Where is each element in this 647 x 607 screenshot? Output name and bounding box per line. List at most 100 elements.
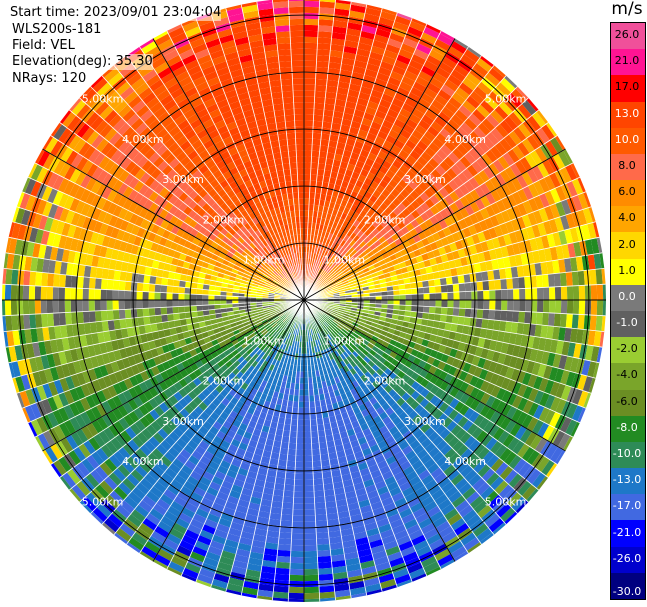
velocity-gate [4, 284, 12, 300]
velocity-gate [371, 345, 380, 353]
velocity-gate [471, 160, 484, 174]
velocity-gate [437, 111, 451, 124]
velocity-gate [192, 322, 200, 330]
velocity-gate [392, 309, 400, 315]
velocity-gate [431, 264, 439, 273]
velocity-gate [320, 405, 328, 413]
velocity-gate [412, 414, 423, 425]
velocity-gate [475, 389, 486, 402]
velocity-gate [172, 458, 185, 470]
velocity-gate [549, 172, 561, 189]
velocity-gate [232, 288, 239, 294]
velocity-gate [337, 261, 344, 268]
velocity-gate [52, 286, 59, 300]
velocity-gate [571, 178, 584, 195]
velocity-gate [426, 250, 435, 260]
velocity-gate [315, 508, 327, 516]
velocity-gate [495, 186, 507, 200]
velocity-gate [276, 287, 283, 292]
velocity-gate [220, 512, 234, 522]
velocity-gate [355, 431, 365, 440]
velocity-gate [155, 443, 168, 456]
velocity-gate [438, 321, 446, 330]
velocity-gate [78, 227, 88, 242]
velocity-gate [336, 324, 343, 331]
velocity-gate [317, 424, 325, 431]
velocity-gate [602, 300, 606, 316]
velocity-gate [187, 269, 195, 277]
velocity-gate [404, 259, 413, 267]
velocity-gate [304, 108, 314, 115]
velocity-gate [441, 56, 458, 70]
velocity-gate [338, 309, 345, 313]
velocity-gate [299, 383, 304, 390]
velocity-gate [66, 262, 74, 276]
velocity-gate [538, 177, 550, 193]
velocity-gate [120, 261, 129, 272]
velocity-gate [423, 306, 430, 314]
velocity-gate [313, 334, 317, 341]
velocity-gate [459, 195, 470, 208]
velocity-gate [276, 422, 285, 430]
velocity-gate [114, 217, 124, 230]
velocity-gate [232, 303, 239, 308]
velocity-gate [163, 262, 172, 272]
velocity-gate [370, 544, 386, 555]
velocity-gate [359, 504, 373, 514]
velocity-gate [569, 357, 580, 373]
velocity-gate [212, 421, 223, 431]
velocity-gate [480, 348, 489, 360]
velocity-gate [339, 225, 346, 233]
velocity-gate [254, 447, 264, 456]
velocity-gate [41, 398, 53, 415]
velocity-gate [348, 508, 362, 517]
velocity-gate [405, 169, 417, 180]
velocity-gate [538, 407, 550, 423]
velocity-gate [208, 290, 215, 296]
velocity-gate [495, 123, 509, 139]
velocity-gate [276, 465, 287, 473]
velocity-gate [480, 486, 495, 501]
velocity-gate [541, 124, 555, 141]
velocity-gate [22, 300, 30, 315]
velocity-gate [237, 499, 250, 508]
velocity-gate [341, 534, 355, 543]
velocity-gate [385, 421, 396, 431]
velocity-gate [315, 78, 328, 86]
velocity-gate [490, 385, 501, 398]
velocity-gate [497, 352, 507, 365]
velocity-gate [118, 290, 125, 300]
velocity-gate [239, 536, 253, 546]
velocity-gate [284, 310, 291, 316]
velocity-gate [466, 353, 475, 365]
velocity-gate [139, 444, 152, 457]
velocity-gate [304, 515, 316, 522]
velocity-gate [168, 395, 179, 406]
velocity-gate [316, 312, 322, 317]
velocity-gate [525, 360, 536, 374]
velocity-gate [371, 161, 382, 171]
velocity-gate [391, 491, 405, 503]
velocity-gate [181, 267, 189, 276]
velocity-gate [401, 174, 413, 185]
velocity-gate [415, 545, 432, 557]
velocity-gate [41, 313, 49, 328]
velocity-gate [350, 77, 363, 87]
velocity-gate [459, 207, 470, 219]
velocity-gate [254, 319, 262, 325]
velocity-gate [161, 314, 169, 323]
velocity-gate [404, 333, 413, 341]
velocity-gate [117, 392, 128, 405]
velocity-gate [324, 97, 336, 105]
velocity-gate [283, 424, 291, 431]
velocity-gate [304, 72, 316, 79]
velocity-gate [183, 374, 193, 385]
velocity-gate [350, 344, 358, 351]
velocity-gate [450, 545, 467, 560]
velocity-gate [353, 165, 363, 175]
velocity-gate [263, 400, 271, 409]
velocity-gate [153, 251, 162, 262]
velocity-gate [81, 346, 91, 359]
velocity-gate [439, 314, 447, 323]
velocity-gate [531, 361, 541, 376]
